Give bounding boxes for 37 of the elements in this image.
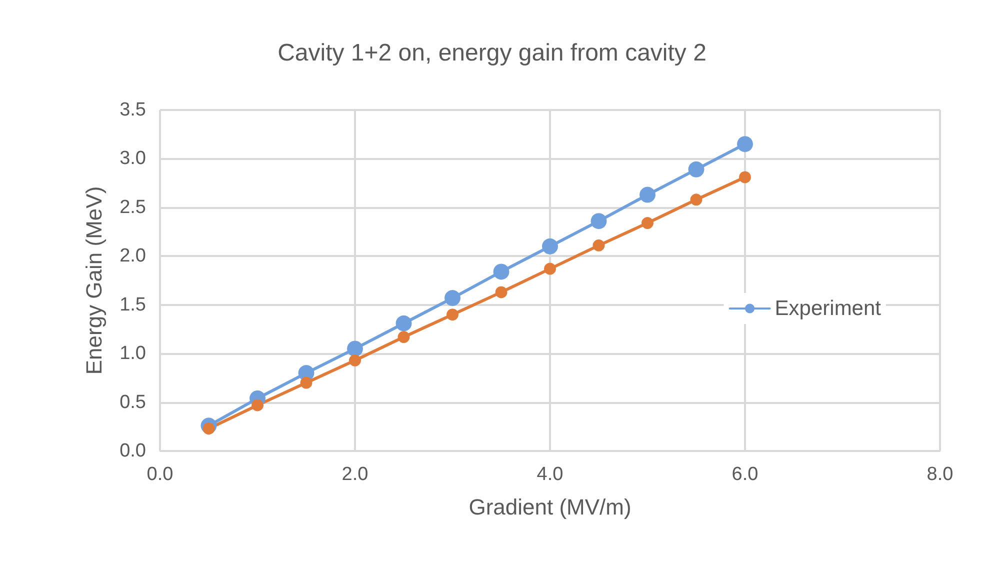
y-tick-label: 1.0 — [120, 343, 146, 364]
y-axis-title: Energy Gain (MeV) — [82, 186, 106, 375]
point — [688, 161, 704, 178]
x-tick-label: 4.0 — [536, 464, 564, 485]
point — [544, 262, 556, 275]
chart-title: Cavity 1+2 on, energy gain from cavity 2 — [278, 40, 706, 66]
y-tick-label: 2.5 — [120, 196, 146, 218]
point — [252, 399, 264, 412]
point — [398, 331, 410, 344]
y-tick-label: 2.0 — [120, 246, 146, 267]
point — [642, 217, 654, 230]
y-tick-label: 3.0 — [120, 148, 146, 170]
x-tick-label: 6.0 — [732, 464, 758, 485]
x-tick-label: 2.0 — [342, 464, 368, 485]
point — [590, 213, 607, 230]
point — [347, 340, 363, 357]
x-tick-label: 0.0 — [146, 464, 174, 485]
point — [739, 171, 751, 184]
point — [493, 264, 510, 280]
y-tick-label: 0.5 — [120, 392, 146, 413]
legend-label: Experiment — [774, 297, 882, 320]
point — [542, 238, 558, 254]
x-axis-title: Gradient (MV/m) — [468, 494, 632, 520]
point — [640, 186, 656, 203]
point — [446, 308, 458, 321]
y-tick-label: 3.5 — [120, 100, 146, 120]
point — [300, 376, 312, 389]
point — [690, 194, 702, 206]
point — [495, 286, 508, 298]
y-tick-label: 1.5 — [120, 294, 146, 316]
point — [349, 354, 361, 366]
y-tick-label: 0.0 — [120, 440, 146, 462]
point — [444, 290, 460, 306]
x-tick-label: 8.0 — [926, 464, 954, 485]
point — [737, 136, 753, 152]
point — [396, 315, 412, 332]
point — [592, 239, 605, 252]
